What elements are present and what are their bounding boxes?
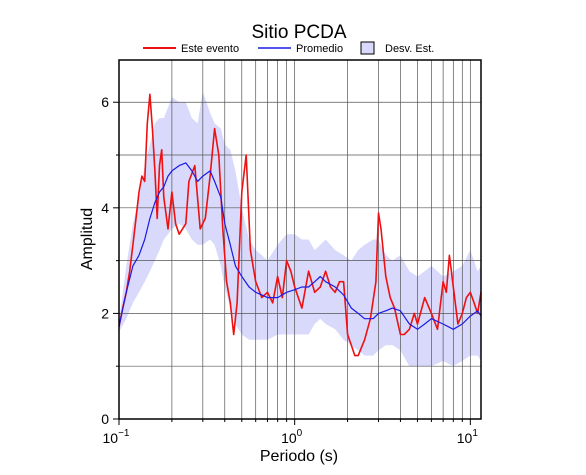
series-line-este-evento xyxy=(118,93,482,357)
y-tick-label: 0 xyxy=(101,411,109,427)
chart-title: Sitio PCDA xyxy=(251,22,346,43)
x-tick-label: 100 xyxy=(281,428,303,446)
y-tick-label: 6 xyxy=(101,94,109,110)
y-tick-label: 4 xyxy=(101,200,109,216)
x-tick-label-exponent: −1 xyxy=(118,428,130,439)
y-tick-label: 2 xyxy=(101,305,109,321)
x-tick-label-base: 10 xyxy=(103,430,119,446)
y-axis-label: Amplitud xyxy=(79,208,96,270)
legend-label-promedio: Promedio xyxy=(296,43,343,55)
x-tick-label: 101 xyxy=(457,428,479,446)
x-axis-label: Periodo (s) xyxy=(260,448,338,465)
std-dev-band xyxy=(119,91,481,367)
series-line-promedio xyxy=(118,162,482,330)
x-tick-label-base: 10 xyxy=(457,430,473,446)
legend-label-este-evento: Este evento xyxy=(181,43,239,55)
legend-label-desv-est: Desv. Est. xyxy=(385,43,434,55)
plot-frame xyxy=(118,59,482,420)
legend: Este evento Promedio Desv. Est. xyxy=(143,41,434,55)
x-tick-label-exponent: 0 xyxy=(297,428,303,439)
x-tick-label: 10−1 xyxy=(103,428,130,446)
legend-swatch-desv-est xyxy=(360,41,375,55)
x-tick-label-base: 10 xyxy=(281,430,297,446)
x-tick-label-exponent: 1 xyxy=(472,428,478,439)
